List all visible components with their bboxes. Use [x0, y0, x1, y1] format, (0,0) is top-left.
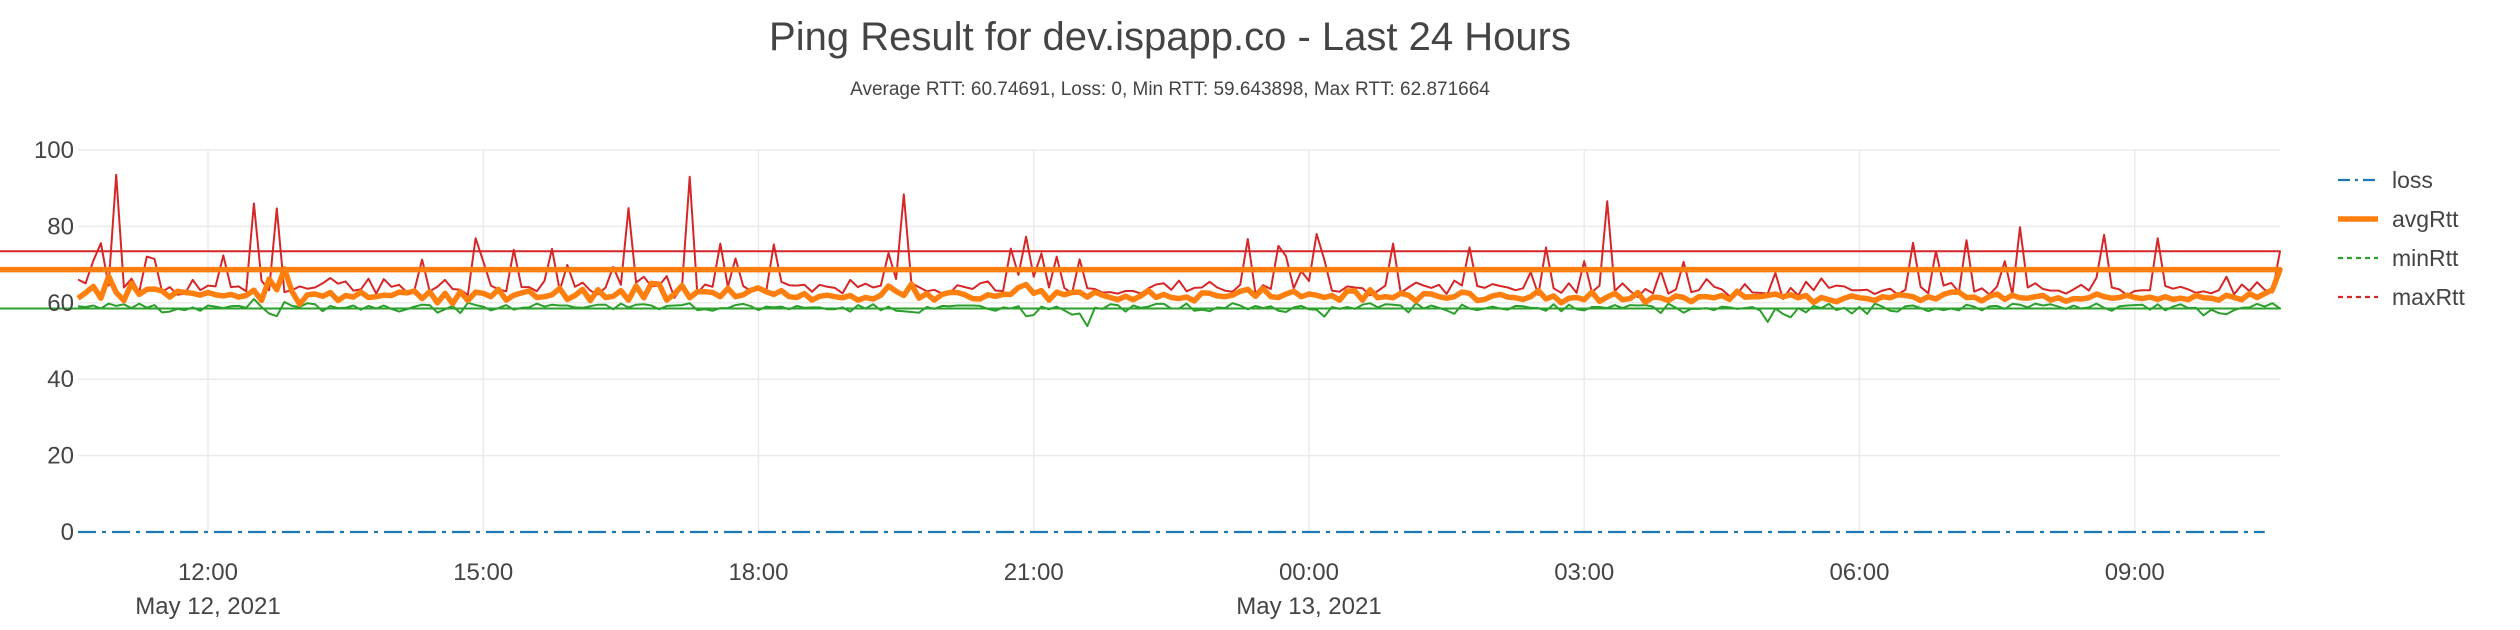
legend-item-maxRtt[interactable]: maxRtt: [2338, 284, 2465, 310]
legend-label: avgRtt: [2392, 206, 2459, 232]
x-tick-label: 21:00: [1004, 559, 1064, 586]
series-lines: [0, 173, 2283, 534]
x-tick-date: May 12, 2021: [135, 593, 280, 620]
y-axis: 0 20 40 60 80 100: [34, 137, 74, 546]
legend-item-avgRtt[interactable]: avgRtt: [2338, 206, 2459, 232]
x-tick-label: 06:00: [1829, 559, 1889, 586]
chart-title: Ping Result for dev.ispapp.co - Last 24 …: [769, 15, 1571, 59]
x-tick-label: 15:00: [453, 559, 513, 586]
legend-item-minRtt[interactable]: minRtt: [2338, 245, 2459, 271]
series-line-avgRtt: [0, 266, 2283, 308]
x-tick-label: 12:00: [178, 559, 238, 586]
y-tick-label: 20: [47, 443, 74, 470]
x-tick-label: 00:00: [1279, 559, 1339, 586]
legend-label: maxRtt: [2392, 284, 2465, 310]
series-line-maxRtt: [0, 173, 2281, 300]
legend-label: loss: [2392, 167, 2433, 193]
legend-label: minRtt: [2392, 245, 2459, 271]
legend[interactable]: loss avgRtt minRtt maxRtt: [2338, 167, 2465, 310]
y-tick-label: 40: [47, 366, 74, 393]
legend-item-loss[interactable]: loss: [2338, 167, 2433, 193]
x-tick-label: 18:00: [728, 559, 788, 586]
x-tick-label: 03:00: [1554, 559, 1614, 586]
chart-subtitle: Average RTT: 60.74691, Loss: 0, Min RTT:…: [850, 79, 1490, 100]
x-tick-label: 09:00: [2105, 559, 2165, 586]
x-tick-date: May 13, 2021: [1236, 593, 1381, 620]
grid-lines: [78, 149, 2280, 532]
series-line-minRtt: [0, 298, 2281, 328]
y-tick-label: 80: [47, 213, 74, 240]
y-tick-label: 100: [34, 137, 74, 164]
y-tick-label: 60: [47, 290, 74, 317]
y-tick-label: 0: [61, 519, 74, 546]
x-axis: 12:00 May 12, 2021 15:00 18:00 21:00 00:00 May…: [135, 559, 2165, 620]
